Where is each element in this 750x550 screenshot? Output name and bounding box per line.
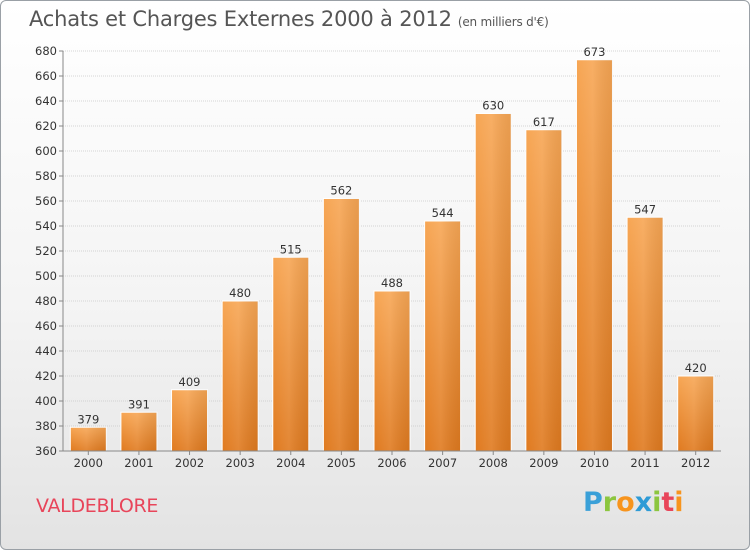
y-tick-label-380: 380 xyxy=(35,419,57,433)
bar-shine-2003 xyxy=(222,301,259,451)
title-text: Achats et Charges Externes 2000 à 2012 xyxy=(29,7,452,31)
value-label-2011: 547 xyxy=(634,202,656,216)
value-labels: 379 391 409 480 515 562 488 544 630 617 673 547 420 xyxy=(77,45,706,427)
y-axis: 360 380 400 420 440 460 480 500 520 540 560 580 600 6… xyxy=(35,44,64,458)
y-tick-label-600: 600 xyxy=(35,144,57,158)
y-tick-label-500: 500 xyxy=(35,269,57,283)
y-tick-label-420: 420 xyxy=(35,369,57,383)
logo-letter: o xyxy=(616,487,635,518)
bar-shine-2012 xyxy=(677,376,714,451)
bar-shine-2007 xyxy=(424,221,461,451)
y-tick-label-680: 680 xyxy=(35,44,57,58)
bar-shine-2011 xyxy=(627,217,664,451)
value-label-2004: 515 xyxy=(280,242,302,256)
x-tick-label-2007: 2007 xyxy=(428,456,457,470)
y-tick-label-440: 440 xyxy=(35,344,57,358)
y-tick-label-460: 460 xyxy=(35,319,57,333)
value-label-2005: 562 xyxy=(330,184,352,198)
bar-shine-2001 xyxy=(120,412,157,451)
value-label-2012: 420 xyxy=(685,361,707,375)
bar-shine-2005 xyxy=(323,198,360,451)
y-tick-label-580: 580 xyxy=(35,169,57,183)
logo-letter: i xyxy=(674,487,684,518)
chart-title: Achats et Charges Externes 2000 à 2012 (e… xyxy=(29,7,549,31)
bar-shine-2002 xyxy=(171,389,208,451)
x-tick-label-2010: 2010 xyxy=(580,456,609,470)
logo-letter: P xyxy=(583,487,603,518)
x-tick-label-2009: 2009 xyxy=(529,456,558,470)
x-tick-label-2012: 2012 xyxy=(681,456,710,470)
x-tick-label-2011: 2011 xyxy=(630,456,659,470)
x-tick-label-2004: 2004 xyxy=(276,456,305,470)
value-label-2002: 409 xyxy=(179,375,201,389)
logo-letter: t xyxy=(661,487,675,518)
y-tick-label-540: 540 xyxy=(35,219,57,233)
logo-letter: r xyxy=(602,487,617,518)
x-tick-label-2003: 2003 xyxy=(226,456,255,470)
value-label-2000: 379 xyxy=(77,412,99,426)
y-tick-label-640: 640 xyxy=(35,94,57,108)
bar-shine-2008 xyxy=(475,113,512,451)
bar-shine-2000 xyxy=(70,427,107,451)
bar-shine-2009 xyxy=(525,129,562,451)
unit-note: (en milliers d'€) xyxy=(457,15,549,29)
value-label-2007: 544 xyxy=(432,206,454,220)
value-label-2001: 391 xyxy=(128,397,150,411)
x-tick-label-2006: 2006 xyxy=(377,456,406,470)
y-tick-label-560: 560 xyxy=(35,194,57,208)
value-label-2003: 480 xyxy=(229,286,251,300)
x-axis: 2000 2001 2002 2003 2004 2005 2006 2007 2008 2009… xyxy=(63,450,721,470)
x-tick-label-2001: 2001 xyxy=(124,456,153,470)
y-tick-label-660: 660 xyxy=(35,69,57,83)
logo-letter: i xyxy=(652,487,662,518)
y-tick-label-620: 620 xyxy=(35,119,57,133)
place-name: VALDEBLORE xyxy=(36,495,159,517)
bar-shine-2010 xyxy=(576,59,613,451)
value-label-2010: 673 xyxy=(583,45,605,59)
bars xyxy=(69,59,715,452)
x-tick-label-2002: 2002 xyxy=(175,456,204,470)
value-label-2006: 488 xyxy=(381,276,403,290)
y-tick-label-360: 360 xyxy=(35,444,57,458)
proxiti-logo: Proxiti xyxy=(583,487,684,518)
y-tick-label-480: 480 xyxy=(35,294,57,308)
logo-letter: x xyxy=(634,487,653,518)
y-tick-label-400: 400 xyxy=(35,394,57,408)
bar-shine-2006 xyxy=(374,291,410,451)
x-tick-label-2005: 2005 xyxy=(327,456,356,470)
x-tick-label-2000: 2000 xyxy=(74,456,103,470)
x-tick-label-2008: 2008 xyxy=(479,456,508,470)
y-tick-label-520: 520 xyxy=(35,244,57,258)
value-label-2008: 630 xyxy=(482,99,504,113)
bar-shine-2004 xyxy=(272,257,309,451)
value-label-2009: 617 xyxy=(533,115,555,129)
